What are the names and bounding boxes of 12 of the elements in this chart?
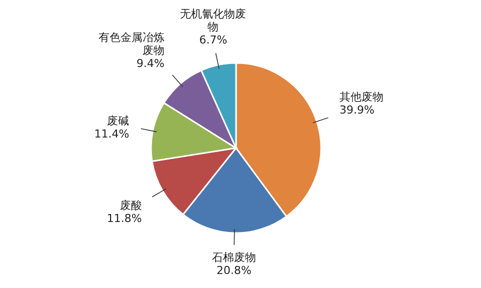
slice-label: 有色金属冶炼废物 (98, 30, 164, 57)
slice-label: 无机氰化物废物 (180, 7, 246, 34)
data-label: 9.4% (136, 56, 164, 70)
data-label: 11.8% (106, 212, 142, 225)
slice-label: 废碱 (107, 114, 130, 128)
slice-label: 石棉废物 (212, 250, 256, 264)
data-label: 11.4% (94, 128, 130, 141)
slice-label: 其他废物 (340, 90, 384, 104)
data-label: 6.7% (199, 33, 228, 46)
data-label: 39.9% (340, 103, 375, 116)
data-label: 20.8% (216, 264, 252, 277)
slice-label: 废酸 (120, 198, 142, 212)
